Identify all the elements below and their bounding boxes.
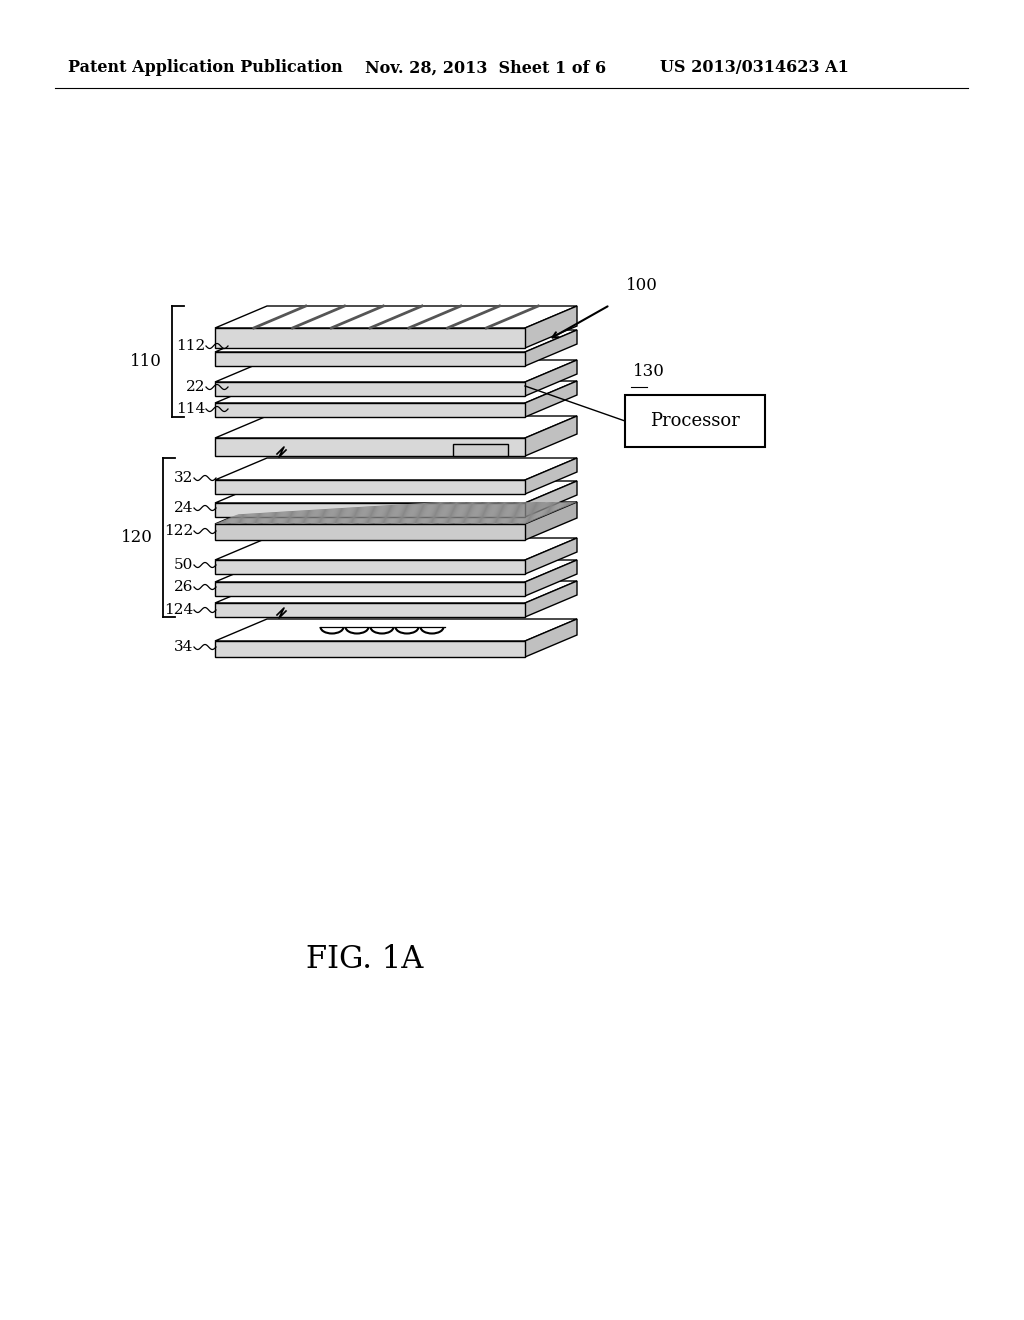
Text: 112: 112: [176, 339, 205, 352]
Polygon shape: [525, 581, 577, 616]
Polygon shape: [215, 503, 525, 517]
Polygon shape: [215, 360, 577, 381]
Polygon shape: [525, 381, 577, 417]
Text: 22: 22: [185, 380, 205, 393]
Polygon shape: [215, 480, 577, 503]
Polygon shape: [215, 381, 525, 396]
Bar: [453, 444, 508, 455]
Text: 34: 34: [174, 640, 193, 653]
Text: 100: 100: [626, 277, 657, 294]
Polygon shape: [215, 539, 577, 560]
Polygon shape: [525, 306, 577, 348]
Polygon shape: [215, 438, 525, 455]
Polygon shape: [525, 330, 577, 366]
Polygon shape: [525, 619, 577, 657]
Text: 120: 120: [121, 529, 153, 546]
Polygon shape: [525, 480, 577, 517]
Text: 110: 110: [130, 352, 162, 370]
Polygon shape: [215, 502, 577, 524]
Text: 124: 124: [164, 603, 193, 616]
Polygon shape: [215, 352, 525, 366]
Polygon shape: [525, 539, 577, 574]
Polygon shape: [215, 582, 525, 597]
Text: 24: 24: [173, 502, 193, 515]
Bar: [625, 395, 765, 447]
Polygon shape: [525, 560, 577, 597]
Polygon shape: [215, 502, 577, 524]
Polygon shape: [215, 403, 525, 417]
Text: US 2013/0314623 A1: US 2013/0314623 A1: [660, 59, 849, 77]
Polygon shape: [525, 502, 577, 540]
Text: Patent Application Publication: Patent Application Publication: [68, 59, 343, 77]
Polygon shape: [215, 524, 525, 540]
Polygon shape: [215, 560, 525, 574]
Polygon shape: [215, 619, 577, 642]
Polygon shape: [215, 581, 577, 603]
Polygon shape: [215, 416, 577, 438]
Polygon shape: [215, 381, 577, 403]
Polygon shape: [215, 603, 525, 616]
Text: 50: 50: [174, 558, 193, 572]
Polygon shape: [215, 306, 577, 327]
Polygon shape: [215, 330, 577, 352]
Text: Processor: Processor: [650, 412, 740, 430]
Text: 122: 122: [164, 524, 193, 539]
Text: 130: 130: [633, 363, 665, 380]
Text: Nov. 28, 2013  Sheet 1 of 6: Nov. 28, 2013 Sheet 1 of 6: [365, 59, 606, 77]
Text: 32: 32: [174, 471, 193, 484]
Polygon shape: [525, 360, 577, 396]
Polygon shape: [215, 458, 577, 480]
Text: 26: 26: [173, 579, 193, 594]
Polygon shape: [525, 416, 577, 455]
Polygon shape: [215, 480, 525, 494]
Polygon shape: [215, 560, 577, 582]
Text: FIG. 1A: FIG. 1A: [306, 945, 424, 975]
Text: 114: 114: [176, 403, 205, 416]
Polygon shape: [215, 642, 525, 657]
Polygon shape: [215, 327, 525, 348]
Polygon shape: [525, 458, 577, 494]
